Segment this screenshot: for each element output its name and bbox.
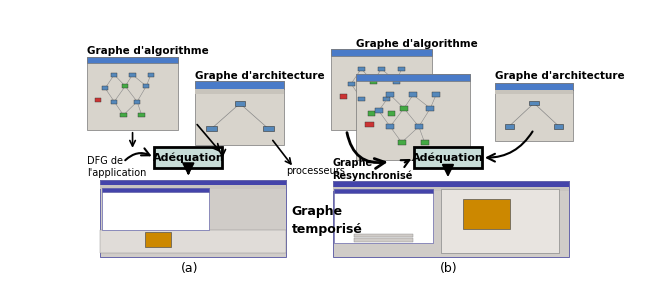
- Text: Graphe d'algorithme: Graphe d'algorithme: [356, 39, 477, 49]
- Bar: [356, 74, 470, 160]
- Bar: [415, 124, 423, 129]
- Text: DFG de
l'application: DFG de l'application: [87, 156, 146, 178]
- Bar: [154, 147, 223, 168]
- Bar: [421, 140, 428, 145]
- Text: Graphe
Resynchronisé: Graphe Resynchronisé: [333, 159, 413, 181]
- Bar: [120, 113, 126, 117]
- Bar: [386, 124, 394, 129]
- Bar: [100, 230, 286, 253]
- Bar: [333, 181, 569, 257]
- Bar: [101, 188, 210, 230]
- Bar: [386, 92, 394, 97]
- Bar: [530, 101, 539, 106]
- Bar: [95, 98, 101, 102]
- Bar: [441, 189, 559, 253]
- Bar: [148, 73, 154, 76]
- Bar: [495, 83, 573, 90]
- Bar: [331, 49, 432, 55]
- Bar: [195, 81, 284, 89]
- Bar: [554, 124, 564, 129]
- Bar: [100, 180, 286, 185]
- Bar: [400, 106, 408, 111]
- Bar: [130, 73, 135, 76]
- Bar: [143, 84, 150, 88]
- Bar: [495, 83, 573, 141]
- Bar: [414, 147, 482, 168]
- Text: Graphe d'architecture: Graphe d'architecture: [195, 71, 325, 80]
- Bar: [206, 126, 217, 131]
- Bar: [357, 97, 364, 101]
- Text: (a): (a): [181, 262, 198, 274]
- Bar: [111, 100, 117, 103]
- Bar: [357, 67, 364, 71]
- Bar: [195, 89, 284, 94]
- Text: (b): (b): [440, 262, 457, 274]
- Bar: [122, 84, 128, 88]
- Bar: [354, 238, 413, 242]
- Text: Adéquation: Adéquation: [412, 152, 484, 163]
- Bar: [378, 67, 385, 71]
- Bar: [334, 189, 433, 243]
- Text: processeurs: processeurs: [286, 166, 345, 176]
- Bar: [375, 108, 382, 113]
- Bar: [348, 82, 355, 86]
- Bar: [333, 187, 569, 191]
- Bar: [366, 122, 373, 127]
- Bar: [383, 97, 390, 101]
- Bar: [87, 57, 178, 130]
- Bar: [356, 74, 470, 80]
- Bar: [134, 100, 141, 103]
- Bar: [339, 94, 346, 99]
- Bar: [102, 86, 108, 90]
- Bar: [409, 92, 417, 97]
- Bar: [334, 189, 433, 193]
- Bar: [432, 92, 440, 97]
- Bar: [368, 111, 375, 116]
- Bar: [370, 80, 377, 84]
- Bar: [101, 188, 210, 192]
- Text: Graphe d'architecture: Graphe d'architecture: [495, 71, 625, 80]
- Bar: [398, 67, 405, 71]
- Text: Adéquation: Adéquation: [152, 152, 224, 163]
- Bar: [111, 73, 117, 76]
- Bar: [333, 181, 569, 187]
- Bar: [354, 233, 413, 237]
- Bar: [504, 124, 514, 129]
- Bar: [235, 101, 245, 106]
- Bar: [397, 140, 406, 145]
- Bar: [388, 111, 395, 116]
- Bar: [393, 80, 400, 84]
- Bar: [100, 185, 286, 189]
- Bar: [87, 57, 178, 63]
- Text: Graphe d'algorithme: Graphe d'algorithme: [87, 46, 208, 56]
- Bar: [263, 126, 273, 131]
- Bar: [195, 81, 284, 144]
- Bar: [100, 180, 286, 257]
- Bar: [139, 113, 145, 117]
- Bar: [331, 49, 432, 130]
- Bar: [426, 106, 434, 111]
- Text: Graphe
temporisé: Graphe temporisé: [292, 205, 362, 236]
- Bar: [495, 90, 573, 95]
- Bar: [144, 232, 171, 247]
- Bar: [462, 199, 510, 229]
